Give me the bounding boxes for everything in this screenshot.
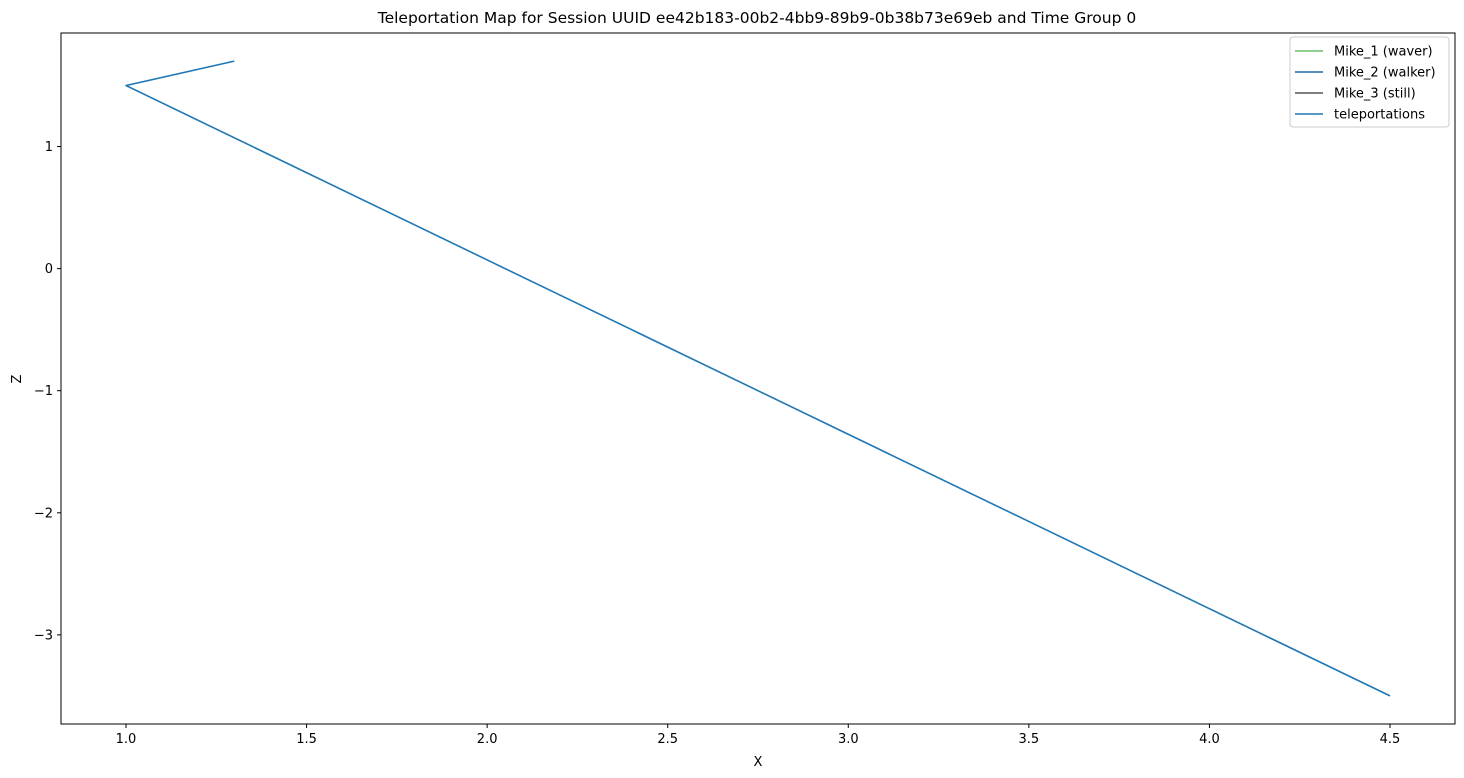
x-tick-label: 2.0 [477, 732, 498, 747]
x-tick-label: 1.0 [116, 732, 137, 747]
series-line-teleportations [125, 60, 1391, 697]
legend-label: Mike_1 (waver) [1334, 45, 1433, 60]
x-tick-label: 4.5 [1380, 732, 1401, 747]
legend-label: Mike_2 (walker) [1334, 66, 1436, 81]
plot-frame [60, 32, 1456, 725]
y-tick-label: 1 [45, 140, 53, 155]
legend-box [1289, 36, 1450, 128]
legend-label: Mike_3 (still) [1334, 87, 1416, 102]
x-tick-label: 3.0 [838, 732, 859, 747]
y-tick-label: −3 [34, 628, 53, 643]
y-axis-label: Z [10, 374, 25, 383]
chart-title: Teleportation Map for Session UUID ee42b… [377, 9, 1136, 27]
legend-label: teleportations [1334, 108, 1425, 123]
series-lines [125, 60, 1391, 697]
y-tick-label: −1 [34, 384, 53, 399]
x-tick-label: 2.5 [657, 732, 678, 747]
y-tick-label: −2 [34, 506, 53, 521]
x-tick-label: 1.5 [296, 732, 317, 747]
x-tick-label: 4.0 [1199, 732, 1220, 747]
legend: Mike_1 (waver) Mike_2 (walker) Mike_3 (sti… [1289, 36, 1450, 128]
x-tick-label: 3.5 [1019, 732, 1040, 747]
y-tick-label: 0 [45, 262, 53, 277]
axes: 1.0 1.5 2.0 2.5 3.0 3.5 4.0 4.5 1 0 −1 −2 −3 [34, 140, 1401, 747]
x-axis-label: X [754, 755, 763, 770]
